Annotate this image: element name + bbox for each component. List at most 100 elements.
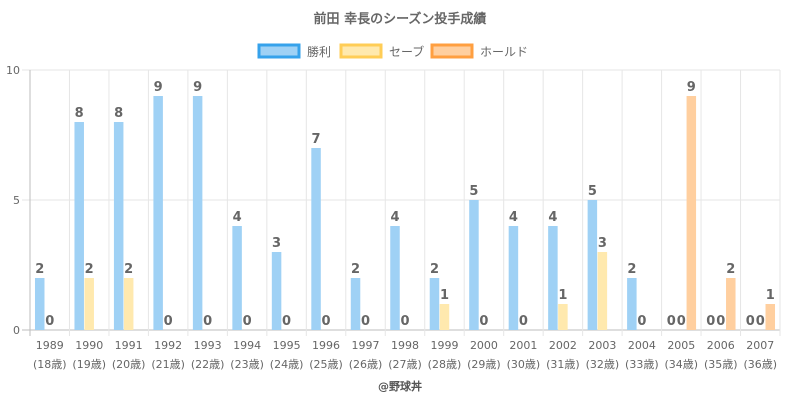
x-tick-age: (23歳) bbox=[230, 358, 264, 371]
value-label: 5 bbox=[588, 184, 597, 199]
x-tick-year: 1999 bbox=[430, 339, 458, 352]
bar-0-2000 bbox=[469, 200, 479, 330]
grid-lines bbox=[22, 69, 781, 336]
bar-1-2002 bbox=[558, 304, 568, 330]
legend-swatch bbox=[430, 43, 474, 59]
x-tick-year: 1989 bbox=[36, 339, 64, 352]
value-label: 0 bbox=[756, 314, 765, 329]
bar-1-1990 bbox=[84, 278, 94, 330]
x-tick-year: 2007 bbox=[746, 339, 774, 352]
x-tick-year: 1998 bbox=[391, 339, 419, 352]
x-tick-age: (34歳) bbox=[665, 358, 699, 371]
x-tick-age: (22歳) bbox=[191, 358, 225, 371]
bar-0-1993 bbox=[192, 96, 203, 330]
legend-label: ホールド bbox=[480, 45, 528, 59]
y-tick-label: 0 bbox=[13, 324, 20, 337]
x-tick-age: (21歳) bbox=[151, 358, 185, 371]
x-tick-age: (28歳) bbox=[428, 358, 462, 371]
bar-0-2003 bbox=[587, 200, 598, 330]
legend-label: 勝利 bbox=[307, 44, 331, 59]
value-label: 0 bbox=[282, 314, 291, 329]
value-label: 0 bbox=[45, 314, 54, 329]
y-tick-label: 5 bbox=[13, 194, 20, 207]
value-label: 0 bbox=[203, 314, 212, 329]
x-tick-age: (31歳) bbox=[546, 358, 580, 371]
x-tick-year: 2006 bbox=[707, 339, 735, 352]
value-label: 7 bbox=[312, 132, 321, 147]
bar-0-2001 bbox=[508, 226, 519, 330]
bar-0-1999 bbox=[429, 278, 440, 330]
value-label: 8 bbox=[75, 106, 84, 121]
x-tick-year: 1996 bbox=[312, 339, 340, 352]
value-label: 0 bbox=[243, 314, 252, 329]
credit-text: @野球丼 bbox=[378, 379, 422, 393]
x-tick-age: (30歳) bbox=[507, 358, 541, 371]
x-tick-age: (35歳) bbox=[704, 358, 738, 371]
value-label: 0 bbox=[479, 314, 488, 329]
value-label: 2 bbox=[85, 262, 94, 277]
value-label: 2 bbox=[726, 262, 735, 277]
bar-1-2003 bbox=[597, 252, 608, 330]
value-label: 0 bbox=[519, 314, 528, 329]
x-tick-age: (32歳) bbox=[586, 358, 620, 371]
value-label: 2 bbox=[430, 262, 439, 277]
value-label: 1 bbox=[766, 288, 775, 303]
bar-0-1997 bbox=[350, 278, 361, 330]
value-label: 4 bbox=[390, 210, 399, 225]
x-tick-age: (24歳) bbox=[270, 358, 304, 371]
x-tick-year: 1993 bbox=[194, 339, 222, 352]
bar-1-1991 bbox=[123, 278, 134, 330]
value-label: 5 bbox=[469, 184, 478, 199]
chart-title: 前田 幸長のシーズン投手成績 bbox=[314, 11, 487, 27]
x-tick-age: (19歳) bbox=[72, 358, 106, 371]
value-label: 8 bbox=[114, 106, 123, 121]
value-label: 2 bbox=[351, 262, 360, 277]
value-label: 4 bbox=[509, 210, 518, 225]
x-tick-year: 1991 bbox=[115, 339, 143, 352]
value-label: 3 bbox=[272, 236, 281, 251]
bar-0-1998 bbox=[390, 226, 400, 330]
bar-0-1995 bbox=[271, 252, 282, 330]
x-tick-age: (29歳) bbox=[467, 358, 501, 371]
value-label: 9 bbox=[154, 80, 163, 95]
x-tick-age: (18歳) bbox=[33, 358, 67, 371]
value-label: 0 bbox=[400, 314, 409, 329]
value-label: 9 bbox=[687, 80, 696, 95]
x-tick-age: (25歳) bbox=[309, 358, 343, 371]
value-label: 0 bbox=[637, 314, 646, 329]
value-label: 9 bbox=[193, 80, 202, 95]
bar-1-1999 bbox=[439, 304, 450, 330]
x-tick-year: 2004 bbox=[628, 339, 656, 352]
bar-0-2004 bbox=[627, 278, 637, 330]
value-label: 0 bbox=[322, 314, 331, 329]
value-label: 0 bbox=[706, 314, 715, 329]
legend-swatch bbox=[339, 43, 383, 59]
value-label: 0 bbox=[677, 314, 686, 329]
bar-0-1989 bbox=[34, 278, 45, 330]
bar-0-1991 bbox=[113, 122, 124, 330]
value-label: 0 bbox=[746, 314, 755, 329]
value-label: 2 bbox=[627, 262, 636, 277]
x-tick-year: 2003 bbox=[588, 339, 616, 352]
value-label: 0 bbox=[716, 314, 725, 329]
x-tick-year: 2001 bbox=[509, 339, 537, 352]
x-tick-age: (20歳) bbox=[112, 358, 146, 371]
x-tick-age: (27歳) bbox=[388, 358, 422, 371]
x-tick-age: (33歳) bbox=[625, 358, 659, 371]
bar-0-1992 bbox=[153, 96, 163, 330]
x-tick-year: 1997 bbox=[352, 339, 380, 352]
x-tick-year: 2000 bbox=[470, 339, 498, 352]
x-tick-age: (26歳) bbox=[349, 358, 383, 371]
value-label: 1 bbox=[558, 288, 567, 303]
bar-marks bbox=[34, 96, 776, 330]
bar-0-1990 bbox=[74, 122, 84, 330]
legend-swatch bbox=[257, 43, 301, 59]
value-label: 0 bbox=[361, 314, 370, 329]
x-tick-year: 1992 bbox=[154, 339, 182, 352]
x-tick-year: 2002 bbox=[549, 339, 577, 352]
bar-0-2002 bbox=[548, 226, 558, 330]
bar-2-2007 bbox=[765, 304, 776, 330]
value-label: 1 bbox=[440, 288, 449, 303]
